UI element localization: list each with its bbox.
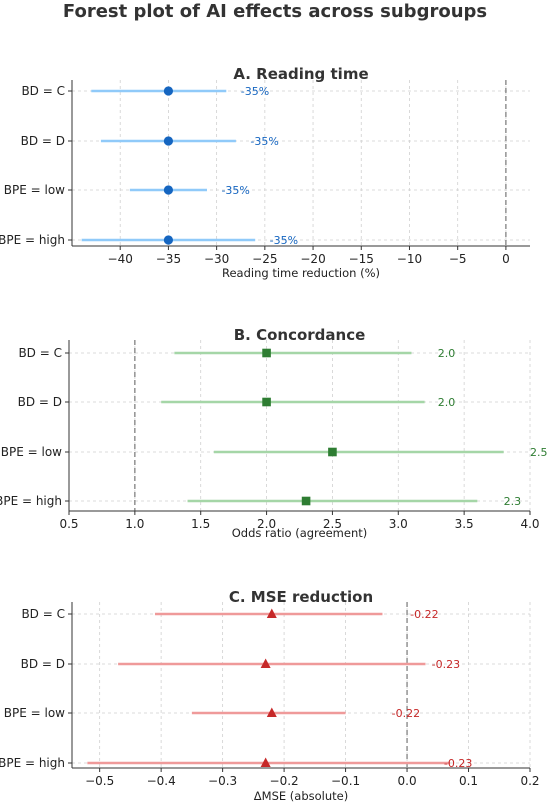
estimate-annotation: -35% (241, 85, 269, 98)
estimate-annotation: -0.22 (410, 608, 438, 621)
y-tick-label: BD = D (21, 657, 65, 671)
point-estimate-marker (163, 136, 174, 146)
estimate-annotation: -0.23 (444, 757, 472, 770)
y-tick-label: BPE = high (0, 233, 65, 247)
x-tick-label: 1.5 (191, 517, 210, 531)
y-tick-label: BD = C (18, 346, 62, 360)
x-tick-label: −20 (300, 252, 325, 266)
x-tick-label: −30 (204, 252, 229, 266)
x-tick-label: −5 (449, 252, 467, 266)
y-tick-label: BD = D (21, 134, 65, 148)
x-tick-label: −0.1 (331, 774, 360, 788)
y-tick-label: BPE = low (4, 706, 65, 720)
x-tick-label: −0.5 (85, 774, 114, 788)
x-tick-label: 0 (502, 252, 510, 266)
x-tick-label: 1.0 (125, 517, 144, 531)
y-tick-label: BPE = low (1, 445, 62, 459)
x-tick-label: 4.0 (520, 517, 539, 531)
x-tick-label: 0.5 (59, 517, 78, 531)
y-tick-label: BPE = low (4, 183, 65, 197)
y-tick-label: BPE = high (0, 756, 65, 770)
estimate-annotation: -35% (221, 184, 249, 197)
panel-title: C. MSE reduction (229, 588, 373, 606)
x-tick-label: 3.0 (389, 517, 408, 531)
x-tick-label: −35 (156, 252, 181, 266)
estimate-annotation: -0.23 (432, 658, 460, 671)
x-tick-label: 2.0 (257, 517, 276, 531)
x-axis-label: Reading time reduction (%) (222, 266, 380, 280)
point-estimate-marker (266, 707, 277, 717)
x-tick-label: −0.2 (270, 774, 299, 788)
point-estimate-marker (262, 397, 271, 407)
point-estimate-marker (328, 447, 337, 457)
x-axis-label: ΔMSE (absolute) (254, 789, 348, 803)
x-tick-label: −40 (108, 252, 133, 266)
estimate-annotation: 2.0 (438, 396, 456, 409)
point-estimate-marker (301, 496, 311, 506)
x-tick-label: 0.1 (459, 774, 478, 788)
y-tick-label: BPE = high (0, 494, 62, 508)
x-axis-label: Odds ratio (agreement) (232, 526, 368, 540)
x-tick-label: −10 (397, 252, 422, 266)
estimate-annotation: 2.3 (504, 495, 521, 508)
x-tick-label: −15 (349, 252, 374, 266)
panel-title: A. Reading time (233, 65, 368, 83)
estimate-annotation: -35% (270, 234, 298, 247)
x-tick-label: 0.2 (520, 774, 539, 788)
point-estimate-marker (260, 757, 271, 767)
estimate-annotation: -35% (250, 135, 278, 148)
point-estimate-marker (163, 185, 174, 195)
x-tick-label: 3.5 (455, 517, 474, 531)
y-tick-label: BD = C (21, 607, 65, 621)
estimate-annotation: 2.0 (438, 347, 456, 360)
point-estimate-marker (266, 608, 277, 618)
x-tick-label: −25 (252, 252, 277, 266)
y-tick-label: BD = D (18, 395, 62, 409)
point-estimate-marker (163, 235, 174, 245)
x-tick-label: 2.5 (323, 517, 342, 531)
y-tick-label: BD = C (21, 84, 65, 98)
panel-title: B. Concordance (234, 326, 366, 344)
estimate-annotation: 2.5 (530, 446, 548, 459)
x-tick-label: 0.0 (398, 774, 417, 788)
point-estimate-marker (262, 348, 271, 358)
point-estimate-marker (163, 86, 174, 96)
estimate-annotation: -0.22 (392, 707, 420, 720)
figure-title: Forest plot of AI effects across subgrou… (62, 1, 488, 22)
x-tick-label: −0.4 (147, 774, 176, 788)
point-estimate-marker (260, 658, 271, 668)
x-tick-label: −0.3 (208, 774, 237, 788)
